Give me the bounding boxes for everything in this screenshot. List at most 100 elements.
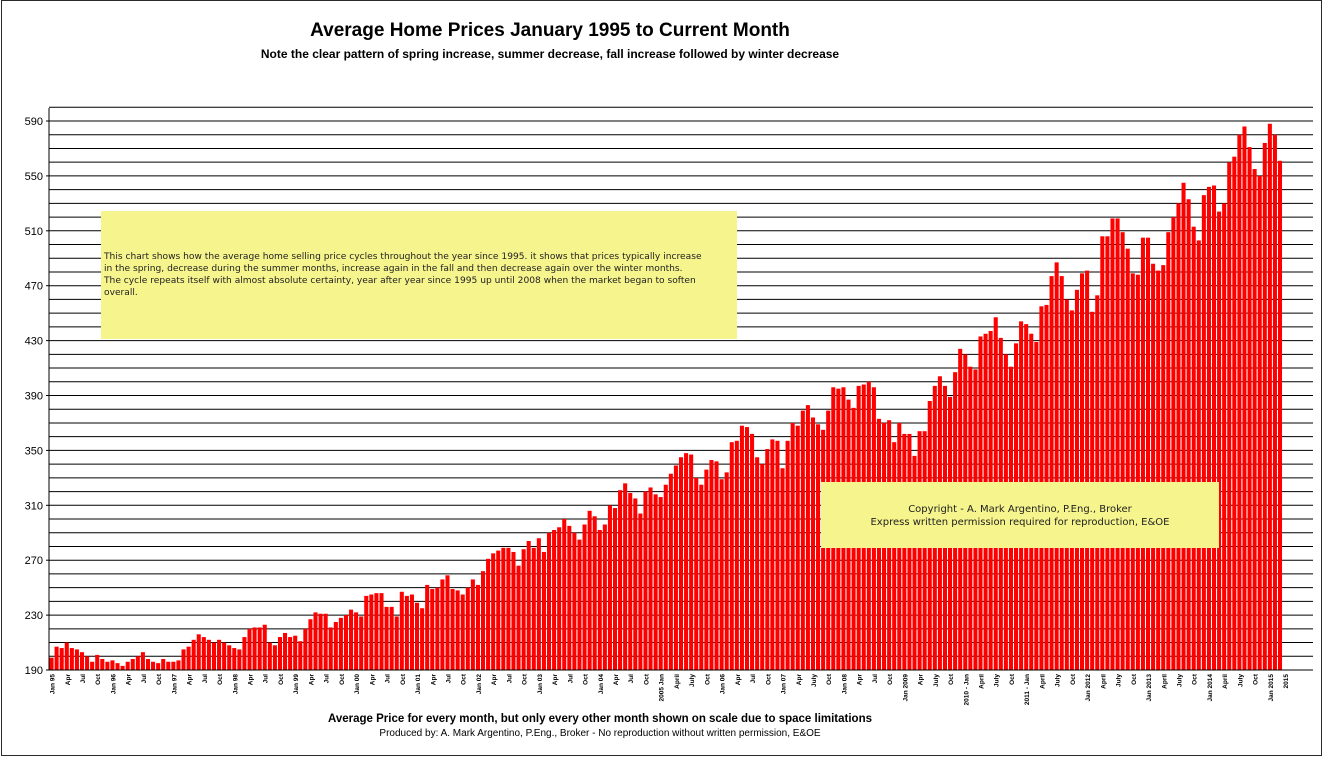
- x-tick-label: Oct: [1253, 673, 1260, 685]
- bar: [496, 550, 501, 670]
- bar: [252, 627, 257, 670]
- bar: [521, 549, 526, 670]
- bar: [364, 595, 369, 670]
- bar: [633, 498, 638, 670]
- bar: [531, 547, 536, 670]
- bar: [369, 594, 374, 670]
- bar: [394, 616, 399, 670]
- bar: [1201, 195, 1206, 670]
- x-tick-label: Jan 99: [293, 674, 300, 695]
- bar: [475, 584, 480, 670]
- bar: [810, 417, 816, 670]
- x-tick-label: Apr: [735, 674, 742, 686]
- bar: [191, 639, 196, 670]
- x-tick-label: Apr: [491, 674, 498, 686]
- x-tick-label: Apr: [552, 674, 559, 686]
- bar: [765, 449, 770, 670]
- bar: [308, 619, 313, 670]
- description-line: overall.: [104, 288, 138, 298]
- bar: [907, 433, 912, 670]
- x-tick-label: Jul: [445, 674, 452, 684]
- x-axis-label: Average Price for every month, but only …: [327, 713, 873, 725]
- x-tick-label: Jul: [141, 674, 148, 684]
- bar: [384, 606, 389, 670]
- x-tick-label: Apr: [430, 674, 437, 686]
- bar: [1171, 217, 1176, 670]
- bar: [734, 440, 739, 670]
- bar: [1135, 274, 1140, 670]
- x-tick-label: April: [1100, 674, 1107, 689]
- x-tick-label: Oct: [583, 673, 590, 685]
- bar: [257, 627, 262, 670]
- y-tick-label: 430: [25, 336, 43, 348]
- bar: [567, 525, 572, 670]
- x-tick-label: 2011 - Jan: [1024, 674, 1031, 705]
- bar: [1176, 203, 1181, 670]
- bar: [145, 659, 151, 670]
- y-tick-label: 390: [25, 391, 43, 403]
- bar: [526, 540, 531, 670]
- y-tick-label: 310: [25, 500, 43, 512]
- x-tick-label: Apr: [613, 674, 620, 686]
- bar: [211, 642, 217, 670]
- bar: [1049, 276, 1054, 670]
- bar: [491, 553, 496, 670]
- bar: [288, 637, 293, 670]
- bar: [684, 453, 689, 670]
- bar: [1074, 289, 1079, 670]
- copyright-note: Copyright - A. Mark Argentino, P.Eng., B…: [821, 482, 1219, 548]
- x-tick-label: July: [994, 674, 1001, 687]
- bar: [562, 519, 567, 670]
- bar: [277, 637, 282, 670]
- bar: [313, 612, 318, 670]
- x-tick-label: Jul: [80, 674, 87, 684]
- x-tick-label: Jan 06: [720, 674, 727, 695]
- x-tick-label: Jul: [263, 674, 270, 684]
- bar: [445, 575, 450, 670]
- bar: [227, 645, 232, 670]
- x-tick-label: Jan 2014: [1207, 674, 1214, 702]
- bar: [912, 455, 917, 670]
- bar: [283, 632, 288, 670]
- bar: [359, 616, 364, 670]
- x-tick-label: Jul: [202, 674, 209, 684]
- x-tick-label: Oct: [1192, 673, 1199, 685]
- x-tick-label: Oct: [339, 673, 346, 685]
- bar: [379, 593, 384, 670]
- bar: [511, 551, 516, 670]
- bar: [1186, 199, 1191, 671]
- bar: [1191, 226, 1196, 670]
- bar: [125, 661, 130, 670]
- bar: [404, 595, 409, 670]
- bar: [1257, 175, 1262, 670]
- x-tick-label: Jul: [385, 674, 392, 684]
- bar: [486, 558, 491, 670]
- x-tick-label: April: [979, 674, 986, 689]
- bar: [739, 425, 744, 670]
- x-tick-label: Jan 2009: [902, 674, 909, 702]
- x-tick-label: Oct: [1070, 673, 1077, 685]
- bar: [1054, 262, 1059, 670]
- x-tick-label: Jan 01: [415, 674, 422, 695]
- bar: [156, 663, 161, 670]
- y-tick-label: 350: [25, 445, 43, 457]
- x-tick-label: Oct: [95, 673, 102, 685]
- bar: [1120, 232, 1125, 671]
- bar: [333, 621, 338, 670]
- x-tick-label: Jan 98: [232, 674, 239, 695]
- x-tick-label: Oct: [217, 673, 224, 685]
- bar: [349, 609, 354, 670]
- bar: [85, 656, 90, 670]
- bar: [592, 516, 597, 670]
- bar: [587, 510, 592, 670]
- bar: [272, 645, 277, 670]
- bar: [303, 628, 308, 670]
- x-tick-label: April: [674, 674, 681, 689]
- bar: [658, 497, 663, 670]
- x-tick-label: Apr: [796, 674, 803, 686]
- bar: [506, 547, 511, 670]
- bar: [607, 505, 612, 670]
- x-tick-label: April: [1222, 674, 1229, 689]
- bar: [1206, 186, 1211, 670]
- x-tick-label: Jan 04: [598, 674, 605, 695]
